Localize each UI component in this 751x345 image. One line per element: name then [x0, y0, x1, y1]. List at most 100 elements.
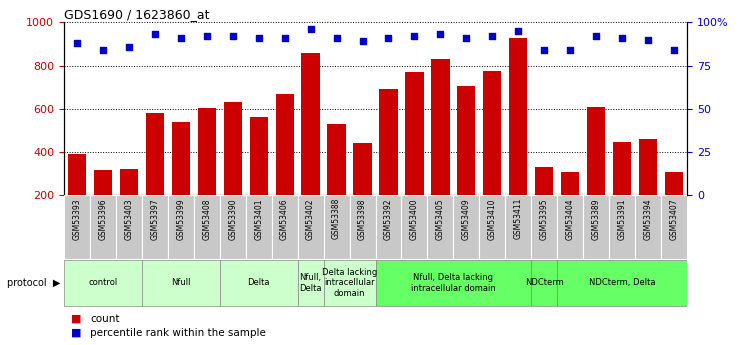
Bar [376, 260, 532, 306]
Text: protocol  ▶: protocol ▶ [7, 278, 60, 288]
Point [357, 39, 369, 44]
Point [201, 33, 213, 39]
Bar [557, 260, 687, 306]
Bar [635, 195, 661, 259]
Bar [454, 195, 479, 259]
Text: GDS1690 / 1623860_at: GDS1690 / 1623860_at [64, 8, 210, 21]
Text: GSM53390: GSM53390 [228, 198, 237, 240]
Bar [406, 72, 424, 238]
Point [97, 47, 109, 53]
Bar [431, 59, 450, 238]
Bar [297, 260, 324, 306]
Bar [220, 195, 246, 259]
Bar [613, 142, 632, 238]
Bar [194, 195, 220, 259]
Text: GSM53400: GSM53400 [410, 198, 419, 240]
Bar [301, 52, 320, 238]
Text: Nfull, Delta lacking
intracellular domain: Nfull, Delta lacking intracellular domai… [411, 273, 496, 293]
Bar [457, 86, 475, 238]
Bar [276, 93, 294, 238]
Text: Nfull,
Delta: Nfull, Delta [300, 273, 322, 293]
Bar [324, 195, 349, 259]
Bar [220, 260, 297, 306]
Bar [119, 169, 138, 238]
Text: control: control [88, 278, 117, 287]
Bar [354, 143, 372, 238]
Text: GSM53406: GSM53406 [280, 198, 289, 240]
Point [279, 35, 291, 41]
Bar [116, 195, 142, 259]
Text: GSM53409: GSM53409 [462, 198, 471, 240]
Text: NDCterm: NDCterm [525, 278, 564, 287]
Bar [172, 121, 190, 238]
Point [460, 35, 472, 41]
Text: GSM53407: GSM53407 [670, 198, 679, 240]
Point [409, 33, 421, 39]
Point [668, 47, 680, 53]
Text: Nfull: Nfull [171, 278, 191, 287]
Bar [484, 71, 502, 238]
Point [617, 35, 629, 41]
Text: GSM53391: GSM53391 [618, 198, 627, 240]
Bar [587, 107, 605, 238]
Text: GSM53408: GSM53408 [202, 198, 211, 240]
Text: GSM53411: GSM53411 [514, 198, 523, 239]
Bar [427, 195, 454, 259]
Point [434, 32, 446, 37]
Point [487, 33, 499, 39]
Point [382, 35, 394, 41]
Bar [90, 195, 116, 259]
Text: GSM53398: GSM53398 [358, 198, 367, 240]
Point [590, 33, 602, 39]
Point [149, 32, 161, 37]
Text: GSM53392: GSM53392 [384, 198, 393, 240]
Bar [402, 195, 427, 259]
Point [227, 33, 239, 39]
Point [71, 40, 83, 46]
Point [564, 47, 576, 53]
Bar [376, 195, 402, 259]
Text: GSM53401: GSM53401 [254, 198, 263, 240]
Bar [68, 154, 86, 238]
Bar [532, 195, 557, 259]
Bar [349, 195, 376, 259]
Bar [665, 172, 683, 238]
Text: GSM53397: GSM53397 [150, 198, 159, 240]
Point [538, 47, 550, 53]
Point [330, 35, 342, 41]
Text: Delta: Delta [247, 278, 270, 287]
Bar [609, 195, 635, 259]
Bar [661, 195, 687, 259]
Text: Delta lacking
intracellular
domain: Delta lacking intracellular domain [322, 268, 377, 298]
Bar [505, 195, 532, 259]
Text: GSM53405: GSM53405 [436, 198, 445, 240]
Point [122, 44, 134, 49]
Bar [324, 260, 376, 306]
Bar [509, 38, 527, 238]
Point [642, 37, 654, 42]
Text: percentile rank within the sample: percentile rank within the sample [90, 328, 266, 338]
Point [512, 28, 524, 34]
Bar [167, 195, 194, 259]
Bar [584, 195, 609, 259]
Bar [64, 195, 90, 259]
Bar [379, 89, 397, 238]
Bar [224, 102, 242, 238]
Bar [64, 260, 142, 306]
Text: GSM53402: GSM53402 [306, 198, 315, 240]
Bar [146, 113, 164, 238]
Bar [249, 117, 267, 238]
Bar [94, 170, 112, 238]
Text: ■: ■ [71, 314, 82, 324]
Bar [297, 195, 324, 259]
Point [175, 35, 187, 41]
Text: ■: ■ [71, 328, 82, 338]
Text: count: count [90, 314, 119, 324]
Bar [142, 195, 167, 259]
Bar [535, 167, 553, 238]
Bar [327, 124, 345, 238]
Text: GSM53396: GSM53396 [98, 198, 107, 240]
Point [252, 35, 264, 41]
Bar [561, 172, 579, 238]
Text: GSM53395: GSM53395 [540, 198, 549, 240]
